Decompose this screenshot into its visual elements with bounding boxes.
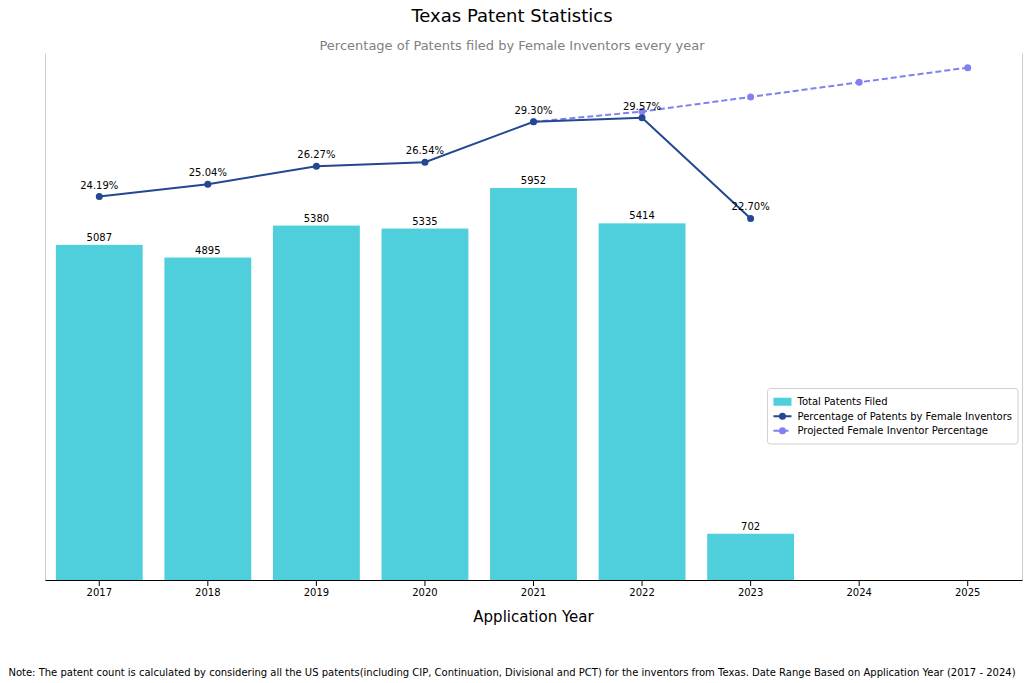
legend-swatch [773,398,791,406]
legend-label: Percentage of Patents by Female Inventor… [797,411,1012,422]
marker [204,181,211,188]
bar [382,229,469,580]
x-tick: 2018 [195,580,220,598]
x-tick-label: 2021 [521,587,546,598]
bar [707,534,794,580]
marker [856,79,863,86]
data-label: 5380 [304,213,329,224]
x-axis-title: Application Year [473,608,594,626]
marker [530,118,537,125]
x-tick-label: 2018 [195,587,220,598]
x-tick: 2022 [629,580,654,598]
x-axis: 2017 2018 2019 2020 2021 2022 2023 2024 2025 [46,580,1023,598]
data-label: 22.70% [732,201,770,212]
data-label: 29.30% [514,105,552,116]
x-tick-label: 2019 [304,587,329,598]
bar [164,258,251,580]
legend-marker [779,413,786,420]
x-tick-mark [207,580,208,586]
y-axis [45,54,46,581]
data-label: 5335 [412,216,437,227]
y2-axis-line [1022,54,1023,581]
marker [747,93,754,100]
x-tick-mark [424,580,425,586]
x-tick-label: 2022 [629,587,654,598]
bar [273,226,360,580]
x-tick-label: 2023 [738,587,763,598]
y2-axis [1022,54,1023,581]
data-label: 26.27% [297,149,335,160]
x-tick-mark [533,580,534,586]
data-label: 4895 [195,245,220,256]
x-tick-mark [859,580,860,586]
data-label: 25.04% [189,167,227,178]
x-tick: 2025 [955,580,980,598]
note: Note: The patent count is calculated by … [8,667,1015,678]
x-tick-mark [316,580,317,586]
data-label: 26.54% [406,145,444,156]
data-label: 29.57% [623,101,661,112]
line [99,118,750,219]
x-tick: 2024 [846,580,871,598]
data-label: 5414 [629,210,654,221]
x-tick: 2021 [521,580,546,598]
data-label: 5087 [87,232,112,243]
bar [490,188,577,580]
legend-label: Projected Female Inventor Percentage [797,425,988,436]
title: Texas Patent Statistics [410,5,612,26]
y-axis-line [45,54,46,581]
marker [313,163,320,170]
x-tick-label: 2025 [955,587,980,598]
x-tick: 2020 [412,580,437,598]
marker [747,215,754,222]
marker [96,193,103,200]
chart: Texas Patent Statistics Percentage of Pat… [0,0,1024,683]
line [534,68,968,122]
x-tick-mark [99,580,100,586]
data-label: 24.19% [80,180,118,191]
marker [964,64,971,71]
data-labels: 5087 4895 5380 5335 5952 5414 702 24.19% 25.04% 2… [80,101,769,532]
x-tick-mark [642,580,643,586]
marker [421,159,428,166]
plot-area [56,64,971,580]
x-tick-label: 2020 [412,587,437,598]
legend: Total Patents Filed Percentage of Patents… [767,389,1018,445]
data-label: 5952 [521,175,546,186]
x-tick: 2023 [738,580,763,598]
legend-box [767,389,1018,445]
x-tick-label: 2024 [846,587,871,598]
legend-label: Total Patents Filed [796,396,887,407]
data-label: 702 [741,521,760,532]
marker [530,118,537,125]
x-tick-label: 2017 [87,587,112,598]
subtitle: Percentage of Patents filed by Female In… [319,38,705,53]
legend-marker [779,427,786,434]
x-tick: 2019 [304,580,329,598]
x-tick-mark [967,580,968,586]
bar [599,223,686,580]
x-tick-mark [750,580,751,586]
x-tick: 2017 [87,580,112,598]
bar [56,245,143,580]
marker [639,114,646,121]
